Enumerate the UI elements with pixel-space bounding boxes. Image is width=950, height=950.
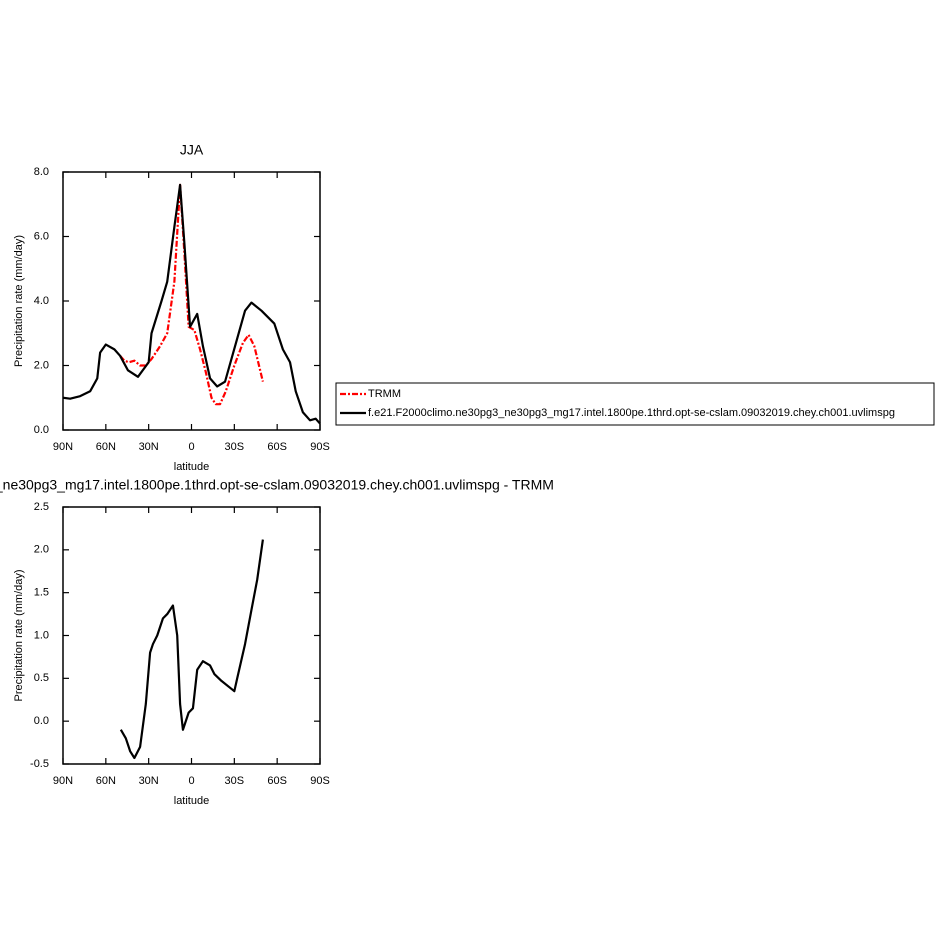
y-tick-label: 6.0	[34, 230, 49, 242]
x-tick-label: 60N	[96, 775, 116, 787]
chart-title: JJA	[180, 142, 204, 158]
y-tick-label: 0.5	[34, 672, 49, 684]
x-tick-label: 90S	[310, 441, 330, 453]
x-tick-label: 0	[188, 441, 194, 453]
y-tick-label: 2.0	[34, 359, 49, 371]
data-line	[119, 539, 264, 760]
y-tick-label: 1.0	[34, 629, 49, 641]
chart-title: f.e21.F2000climo.ne30pg3_ne30pg3_mg17.in…	[0, 477, 554, 493]
legend-label: TRMM	[368, 388, 401, 400]
data-line	[62, 183, 321, 425]
x-axis-label: latitude	[174, 461, 209, 473]
x-tick-label: 90N	[53, 775, 73, 787]
x-tick-label: 0	[188, 775, 194, 787]
y-tick-label: 4.0	[34, 295, 49, 307]
data-line	[119, 183, 264, 406]
y-tick-label: 0.0	[34, 424, 49, 436]
x-tick-label: 30N	[139, 441, 159, 453]
y-axis-label: Precipitation rate (mm/day)	[13, 235, 25, 367]
y-tick-label: 1.5	[34, 587, 49, 599]
plot-frame	[62, 506, 321, 765]
x-tick-label: 60S	[267, 775, 287, 787]
x-tick-label: 60N	[96, 441, 116, 453]
x-tick-label: 30N	[139, 775, 159, 787]
x-tick-label: 90N	[53, 441, 73, 453]
x-tick-label: 30S	[225, 775, 245, 787]
y-tick-label: -0.5	[30, 758, 49, 770]
x-tick-label: 30S	[225, 441, 245, 453]
legend-label: f.e21.F2000climo.ne30pg3_ne30pg3_mg17.in…	[368, 407, 895, 419]
y-tick-label: 0.0	[34, 715, 49, 727]
x-axis-label: latitude	[174, 795, 209, 807]
y-tick-label: 8.0	[34, 166, 49, 178]
y-tick-label: 2.0	[34, 544, 49, 556]
plot-frame	[62, 171, 321, 431]
legend-frame	[335, 382, 935, 426]
x-tick-label: 60S	[267, 441, 287, 453]
x-tick-label: 90S	[310, 775, 330, 787]
y-tick-label: 2.5	[34, 501, 49, 513]
y-axis-label: Precipitation rate (mm/day)	[13, 569, 25, 701]
